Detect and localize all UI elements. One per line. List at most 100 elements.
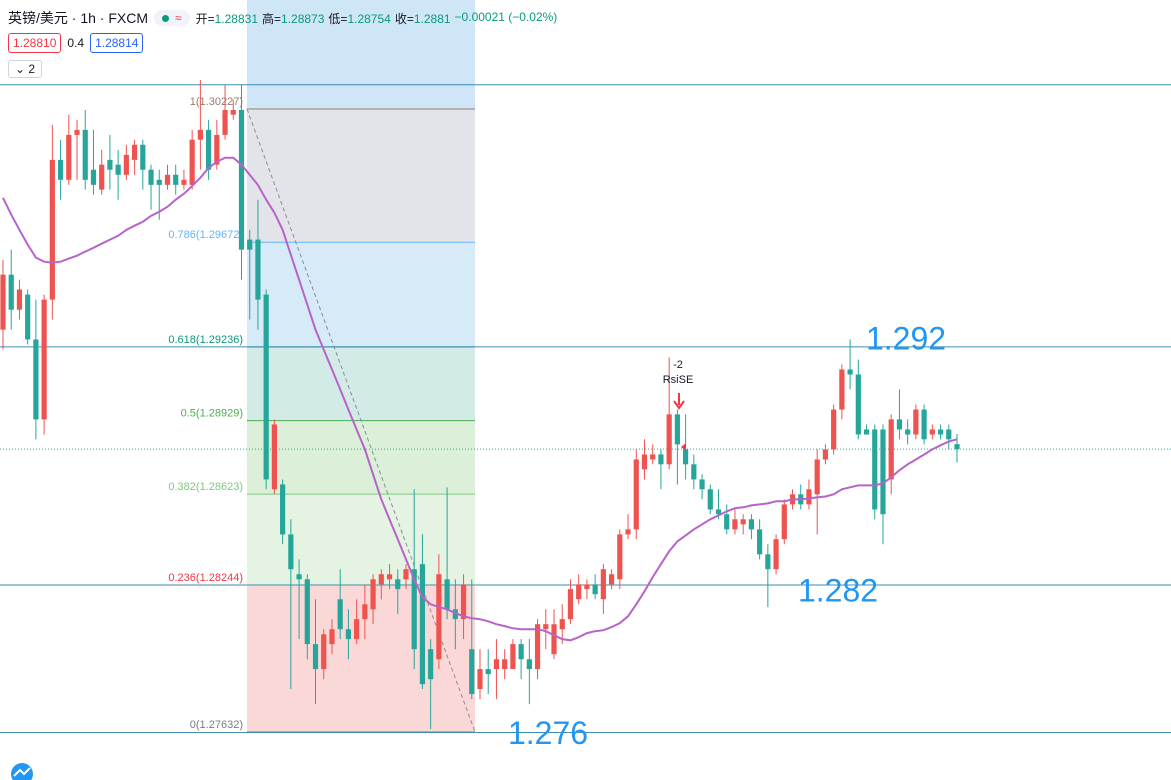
bid[interactable]: 1.28810: [8, 33, 62, 53]
candle-body: [156, 179, 162, 185]
candle-body: [255, 239, 261, 300]
candle-body: [173, 174, 179, 185]
candle-body: [724, 514, 730, 530]
ohlc-label: 开=: [195, 11, 215, 26]
candle-body: [608, 574, 615, 585]
candle-body: [469, 649, 475, 695]
candle-body: [534, 624, 541, 670]
candle-body: [699, 479, 705, 490]
fib-band: [247, 242, 475, 347]
spread: 0.4: [67, 36, 85, 50]
candle-body: [822, 449, 829, 460]
logo-mark: [13, 767, 31, 777]
ohlc-value: 1.28754: [347, 11, 391, 26]
candle-body: [0, 274, 6, 330]
fib-trend: [246, 108, 476, 733]
status-pill[interactable]: ≈: [154, 10, 190, 26]
candle-body: [567, 589, 574, 620]
candle-body: [732, 519, 738, 530]
ohlc-item: 低=1.28754: [328, 10, 390, 27]
candle-body: [781, 504, 787, 540]
candle-body: [107, 159, 113, 170]
candle-body: [493, 659, 500, 670]
candle-body: [748, 519, 754, 530]
candle-body: [115, 164, 121, 175]
candle-body: [395, 579, 401, 590]
candle-body: [847, 369, 853, 375]
candle-body: [625, 529, 631, 535]
candle-body: [148, 169, 154, 185]
candle-body: [296, 574, 302, 580]
candle-body: [633, 459, 639, 530]
candle-body: [411, 569, 417, 650]
candle-body: [543, 624, 549, 630]
candle-body: [460, 584, 467, 620]
candle-body: [354, 619, 360, 640]
candle-body: [584, 584, 590, 590]
candle-body: [222, 109, 228, 135]
candle-body: [312, 644, 319, 670]
candle-body: [650, 454, 656, 460]
date-range: [247, 0, 475, 109]
candle-body: [337, 599, 343, 630]
candle-body: [863, 429, 870, 435]
candle-body: [740, 519, 746, 525]
indicator-count: 2: [28, 62, 36, 76]
candle-body: [929, 429, 935, 435]
candle-body: [140, 144, 146, 170]
candle-body: [806, 489, 812, 505]
quote-row: 1.28810 0.4 1.28814: [8, 33, 144, 53]
fib-band: [247, 108, 475, 243]
fib-label: 0.786(1.29672): [168, 229, 243, 241]
candle-body: [345, 629, 352, 640]
candle-body: [855, 374, 861, 435]
candle-body: [707, 489, 713, 510]
candle-body: [937, 429, 944, 435]
ohlc-value: 1.28873: [281, 11, 325, 26]
ohlc-item: 高=1.28873: [262, 10, 324, 27]
status-icon: ≈: [175, 11, 182, 25]
candle-body: [16, 289, 23, 310]
candle-body: [131, 144, 138, 160]
candle-body: [321, 634, 327, 670]
candle-body: [362, 604, 368, 620]
candle-body: [757, 529, 763, 555]
ask[interactable]: 1.28814: [90, 33, 144, 53]
candle-body: [378, 574, 384, 585]
candle-body: [419, 564, 426, 685]
candle-body: [896, 419, 903, 430]
fib-label: 0.618(1.29236): [168, 334, 243, 346]
change: −0.00021 (−0.02%): [454, 9, 558, 24]
candle-body: [304, 579, 310, 645]
candle-body: [880, 429, 886, 515]
candle-body: [33, 339, 39, 420]
candle-body: [592, 584, 598, 595]
candle-body: [230, 109, 236, 115]
level-label: 1.276: [508, 715, 588, 751]
ohlc-item: 开=1.28831: [196, 10, 258, 27]
candle-body: [197, 129, 203, 140]
signal-arrow-head: [673, 400, 685, 410]
fib-label: 0.5(1.28929): [181, 408, 243, 420]
candle-body: [518, 644, 524, 660]
candle-body: [839, 369, 845, 410]
candle-body: [666, 414, 672, 465]
fib-band: [247, 420, 475, 495]
candle-body: [41, 299, 47, 420]
candle-body: [691, 464, 697, 480]
candle-body: [674, 414, 680, 445]
candle-body: [164, 174, 171, 185]
candle-body: [247, 239, 253, 250]
candle-body: [90, 169, 97, 185]
candle-body: [559, 619, 565, 630]
candle-body: [617, 534, 623, 580]
indicator-toggle[interactable]: ⌄ 2: [8, 60, 43, 78]
candle-body: [428, 649, 434, 680]
symbol[interactable]: 英镑/美元 · 1h · FXCM: [8, 10, 149, 26]
candle-body: [658, 454, 664, 465]
candle-body: [238, 109, 245, 250]
candle-body: [57, 159, 64, 180]
level-label: 1.292: [866, 320, 946, 356]
